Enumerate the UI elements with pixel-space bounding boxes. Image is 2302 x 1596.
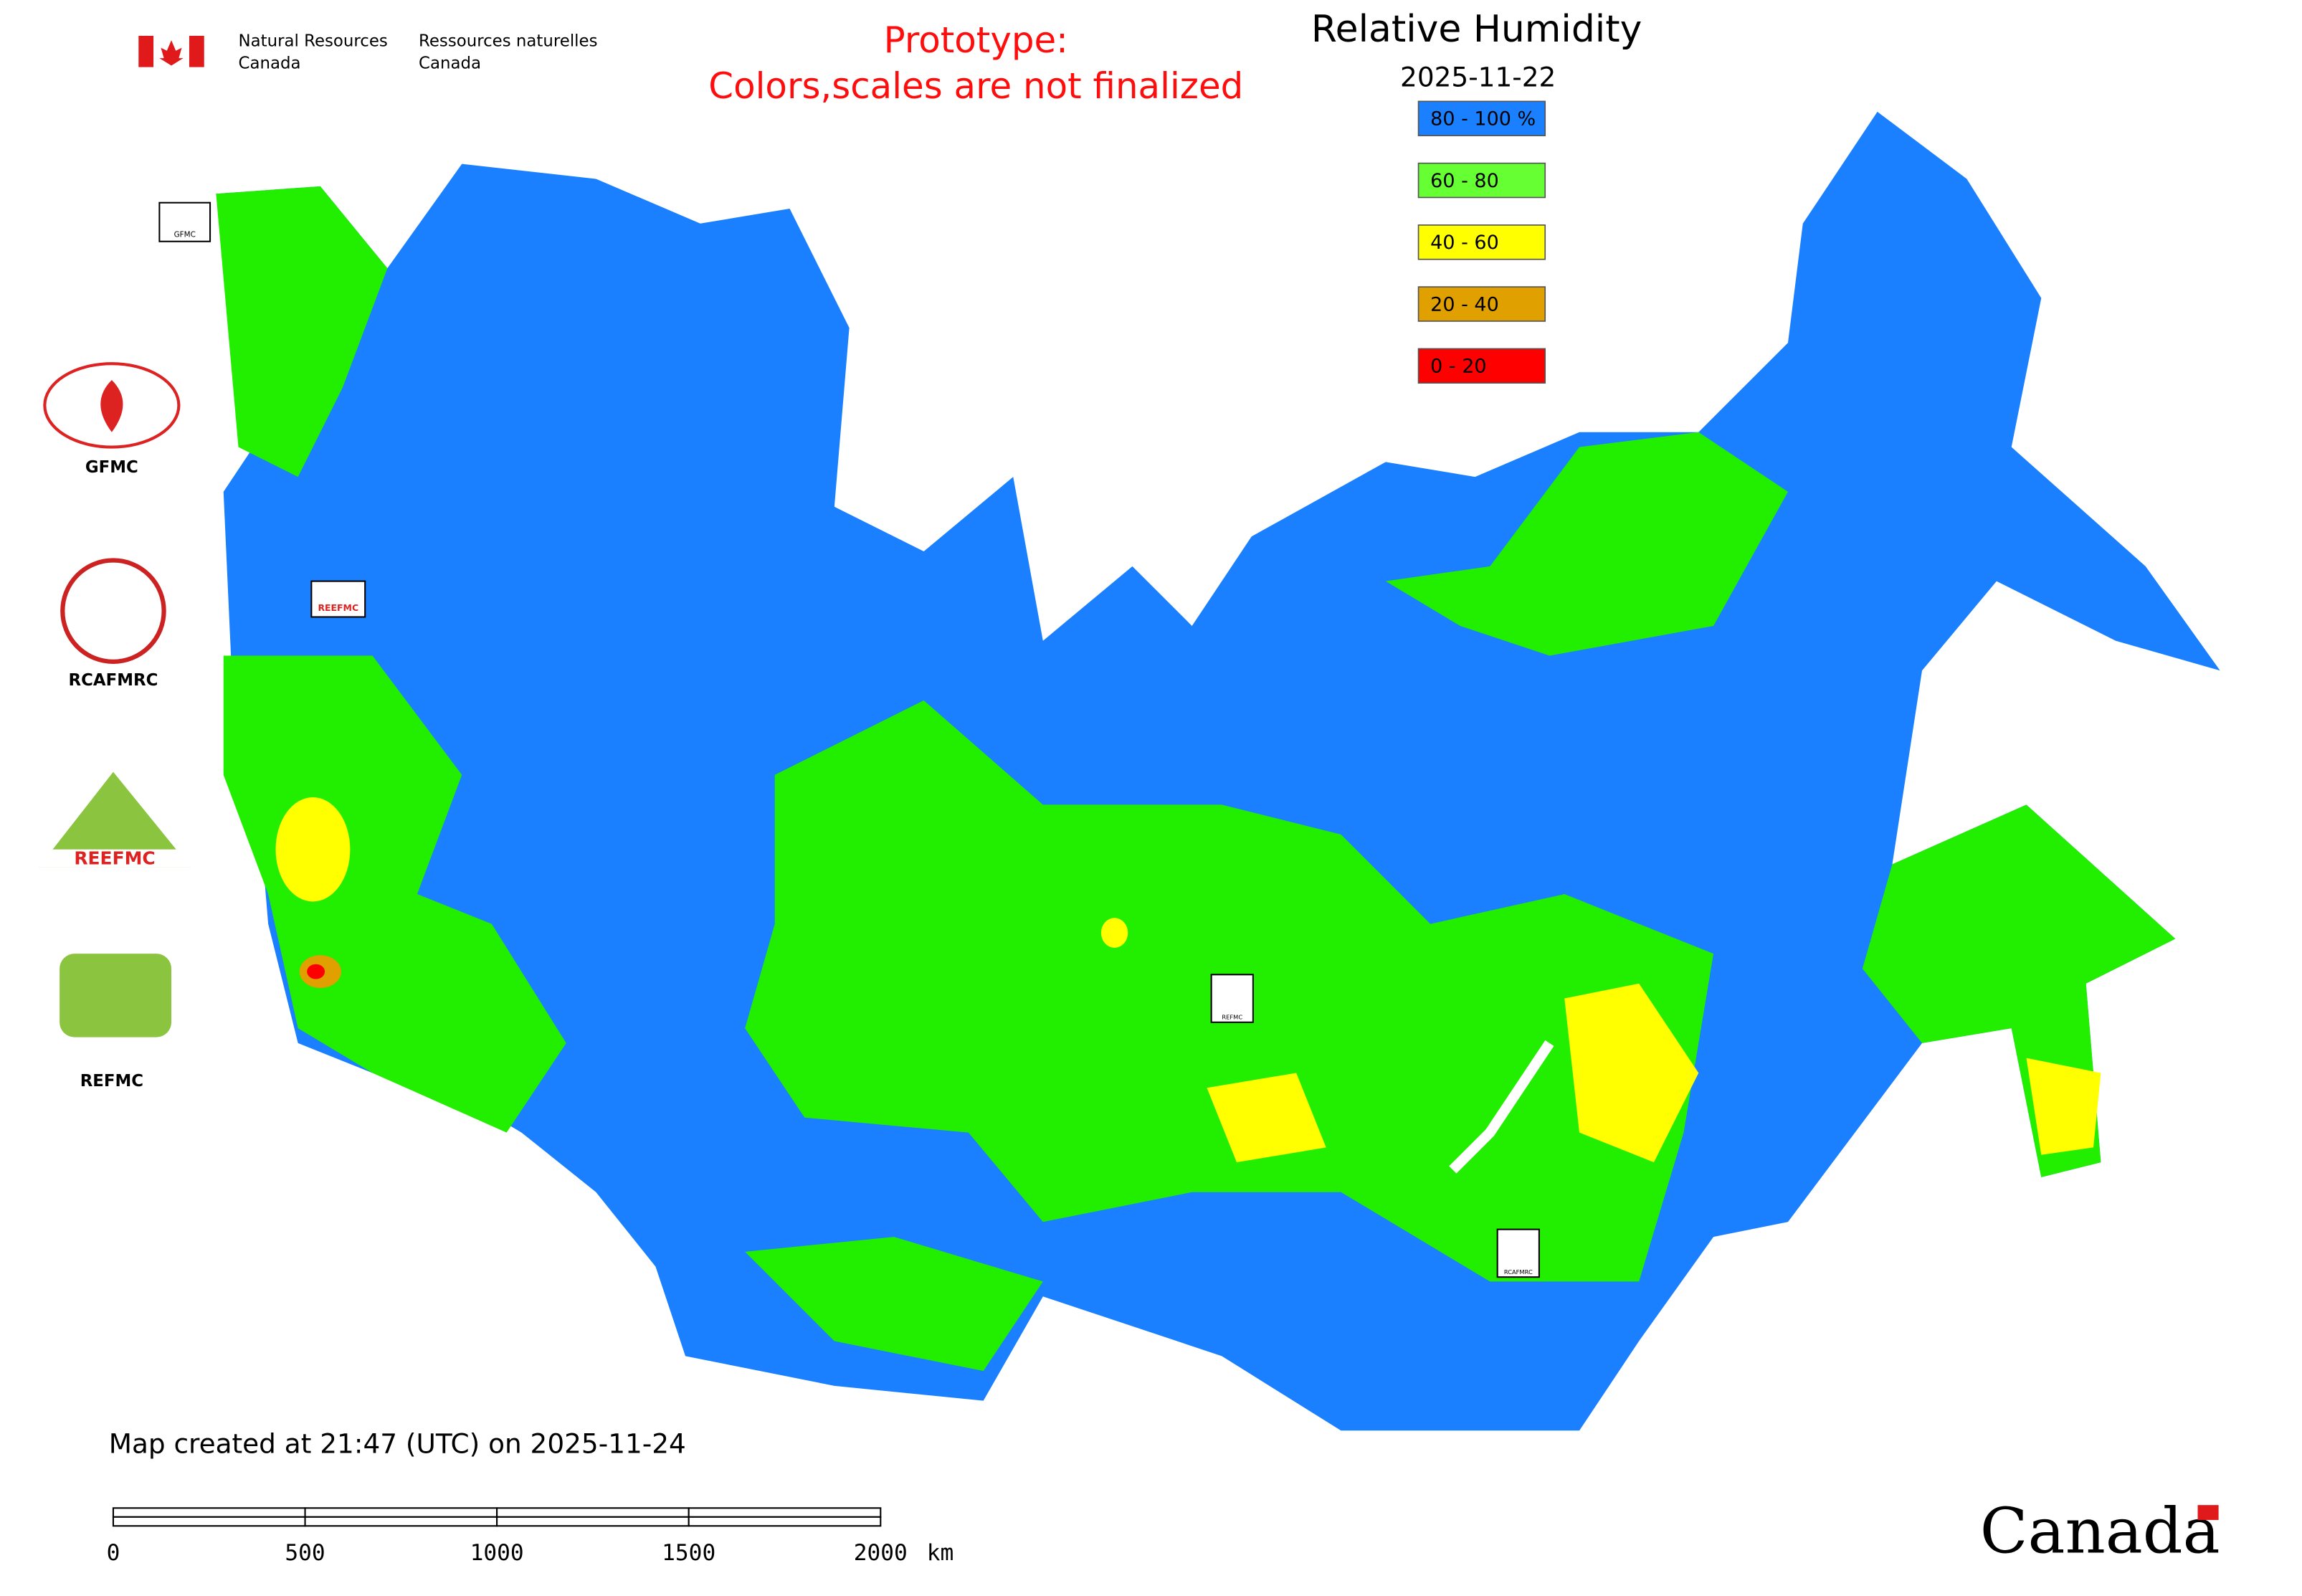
scale-segment [688,1516,882,1527]
scale-segment [304,1507,498,1518]
notice-line-2: Colors,scales are not finalized [708,65,1243,107]
marker-label: REEFMC [318,602,358,613]
scale-segment [496,1516,690,1527]
logo-label: REFMC [80,1072,143,1091]
region-low [1207,1073,1326,1163]
logo-label: RCAFMRC [69,671,158,690]
legend-swatch [1417,348,1546,384]
logos: GFMC RCAFMRC REEFMC REFMC [39,362,191,1091]
canada-wordmark: Canada [1980,1495,2220,1568]
nrcan-header: Natural Resources Canada Ressources natu… [138,32,598,73]
scale-segment [688,1507,882,1518]
scale-segment [304,1516,498,1527]
region-low [275,797,351,902]
org-fr-1: Ressources naturelles [419,32,597,50]
scale-segment [496,1507,690,1518]
marker-label: REFMC [1222,1014,1242,1021]
marker-label: RCAFMRC [1504,1268,1533,1276]
region-mid [223,655,566,1133]
scale-segment [112,1507,306,1518]
legend-label: 60 - 80 [1430,170,1499,192]
legend-label: 20 - 40 [1430,293,1499,315]
scale-label: 1000 [470,1540,524,1566]
map-date: 2025-11-22 [1400,62,1556,93]
scale-label: 500 [285,1540,325,1566]
region-mid [1385,432,1788,656]
footer-note: Map created at 21:47 (UTC) on 2025-11-24 [109,1428,686,1459]
lake-baikal [1449,1040,1554,1174]
legend-swatch [1417,100,1546,137]
logo-label: GFMC [85,458,138,477]
legend-label: 80 - 100 % [1430,108,1536,130]
scale-unit: km [927,1540,954,1566]
legend: 80 - 100 % 60 - 80 40 - 60 20 - 40 0 - 20 [1417,100,1546,384]
org-en-1: Natural Resources [239,32,388,50]
scale-label: 0 [107,1540,120,1566]
org-en-2: Canada [239,54,301,73]
scale-segment [112,1516,306,1527]
region-low [1564,983,1699,1163]
legend-label: 0 - 20 [1430,356,1486,378]
notice-line-1: Prototype: [884,19,1068,61]
legend-swatch [1417,224,1546,260]
region-high [216,111,2220,1431]
org-fr-2: Canada [419,54,481,73]
map-markers: GFMC REEFMC REFMC RCAFMRC [158,201,1540,1278]
scale-label: 2000 [854,1540,908,1566]
region-low [2026,1058,2101,1155]
humidity-map [216,111,2220,1431]
legend-label: 40 - 60 [1430,232,1499,254]
region-mid [216,186,388,478]
scale-label: 1500 [662,1540,715,1566]
legend-swatch [1417,286,1546,322]
region-mid [745,1237,1043,1372]
region-low [1100,918,1128,948]
scale-bar: 0 500 1000 1500 2000 km [107,1507,954,1566]
region-mid [1862,804,2176,1177]
map-title: Relative Humidity [1311,8,1642,51]
region-extreme [307,964,325,979]
logo-label: REEFMC [74,847,155,868]
marker-label: GFMC [174,231,196,239]
legend-swatch [1417,162,1546,199]
